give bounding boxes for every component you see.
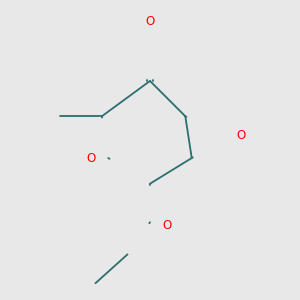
Text: O: O xyxy=(86,152,95,164)
Text: O: O xyxy=(163,219,172,232)
Text: O: O xyxy=(146,15,154,28)
Text: O: O xyxy=(237,129,246,142)
